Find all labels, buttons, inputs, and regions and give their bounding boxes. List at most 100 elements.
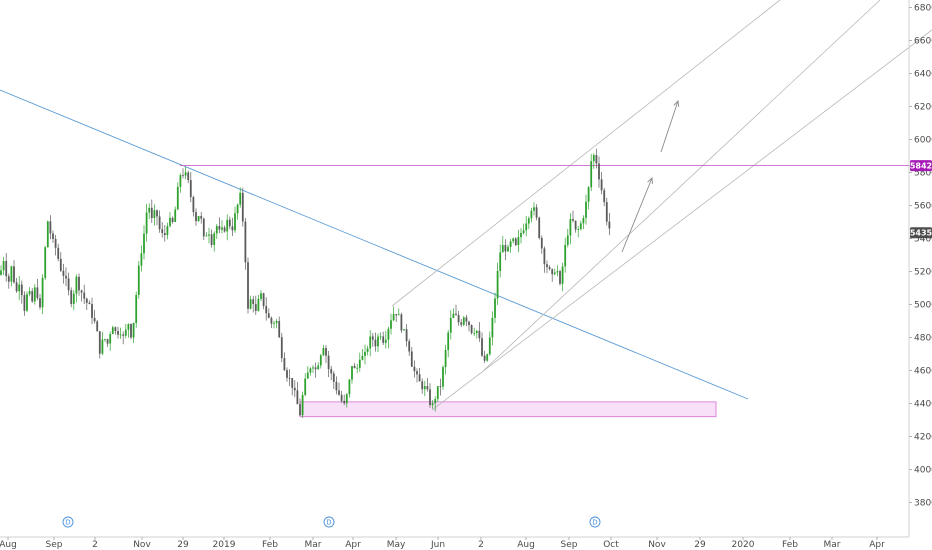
candle	[83, 284, 86, 304]
candle	[364, 344, 366, 365]
time-axis[interactable]: Aug Sep 2 Nov 29 2019 Feb Mar Apr May Jun 2 Aug Sep Oc…	[0, 536, 909, 550]
candle	[483, 350, 486, 363]
dividend-marker[interactable]: D	[589, 516, 601, 528]
candle	[530, 207, 533, 223]
candle	[507, 244, 509, 252]
candle	[0, 265, 2, 276]
candle	[119, 327, 122, 339]
candle	[85, 297, 88, 311]
candle	[572, 210, 574, 223]
candle	[475, 330, 478, 339]
candle	[384, 330, 387, 349]
time-tick-label: Feb	[782, 540, 798, 550]
candle	[371, 332, 374, 347]
candle	[551, 268, 554, 282]
candle	[192, 195, 195, 217]
candle	[392, 306, 395, 322]
svg-text:5842: 5842	[910, 162, 932, 171]
candle	[603, 187, 606, 207]
candle	[543, 246, 546, 273]
channel-support-line[interactable]	[483, 0, 881, 371]
support-zone[interactable]	[299, 401, 717, 418]
candle	[210, 229, 213, 248]
candle	[566, 228, 569, 248]
time-tick-label: Apr	[345, 540, 361, 550]
candle	[78, 273, 80, 296]
candle	[174, 206, 177, 223]
candle	[280, 332, 283, 363]
candle	[200, 211, 203, 224]
time-tick-label: 29	[694, 540, 706, 550]
price-tick-label: 6600	[914, 37, 932, 47]
candle	[275, 319, 278, 329]
projection-arrow-1[interactable]	[621, 177, 653, 253]
candle	[163, 225, 166, 242]
candle	[218, 217, 221, 234]
candle	[304, 373, 307, 397]
candle	[106, 338, 109, 347]
projection-arrows[interactable]	[621, 100, 680, 253]
last-price-badge: 5435	[910, 227, 932, 239]
candle	[62, 263, 65, 284]
price-axis[interactable]: 3800 4000 4200 4400 4600 4800 5000 5200 5400 5600…	[908, 0, 932, 537]
candle	[486, 353, 489, 362]
channel-upper-line[interactable]	[391, 0, 781, 307]
candle	[236, 203, 239, 220]
candle	[28, 287, 31, 297]
dividend-marker[interactable]: D	[323, 516, 335, 528]
candle	[158, 210, 161, 233]
candle	[226, 214, 229, 241]
candle	[431, 400, 434, 409]
dividend-marker[interactable]: D	[62, 516, 74, 528]
time-tick-label: Sep	[46, 540, 63, 550]
price-tick-label: 5400	[914, 235, 932, 245]
candle	[353, 363, 356, 369]
candle	[189, 172, 192, 203]
projection-arrow-2[interactable]	[660, 100, 680, 153]
candle	[288, 369, 291, 386]
candle	[514, 237, 517, 247]
candle	[20, 280, 23, 304]
candle	[309, 367, 312, 376]
candle	[457, 310, 460, 326]
channel-lower-line[interactable]	[431, 29, 932, 411]
candle	[176, 182, 179, 210]
candle	[208, 227, 210, 244]
price-tick-label: 5000	[914, 301, 932, 311]
candle	[101, 331, 104, 356]
candle	[314, 362, 317, 378]
candle	[239, 187, 242, 208]
candle	[356, 363, 359, 374]
candle	[306, 366, 309, 379]
candle	[460, 319, 463, 328]
trend-lines[interactable]	[0, 0, 932, 411]
candle	[436, 386, 439, 402]
candle	[595, 148, 598, 169]
candle	[195, 208, 197, 226]
candle	[124, 323, 127, 339]
candle	[283, 352, 286, 372]
candle	[262, 292, 265, 310]
candle	[23, 291, 26, 316]
candle	[504, 239, 507, 261]
candle	[577, 226, 580, 238]
descending-trendline[interactable]	[0, 89, 749, 400]
candle	[423, 380, 426, 397]
support-zone-rect[interactable]	[299, 401, 717, 418]
price-tick-label: 4400	[914, 400, 932, 410]
candle	[67, 272, 70, 296]
candle	[426, 377, 429, 392]
candle	[317, 362, 320, 370]
price-tick-label: 4800	[914, 334, 932, 344]
price-tick-label: 6200	[914, 103, 932, 113]
candle	[358, 352, 361, 372]
time-tick-label: Nov	[133, 540, 151, 550]
candle	[374, 332, 377, 352]
candle	[41, 274, 44, 315]
candle	[390, 313, 392, 335]
candle	[488, 331, 491, 356]
candle	[527, 216, 530, 230]
candle	[574, 220, 577, 233]
